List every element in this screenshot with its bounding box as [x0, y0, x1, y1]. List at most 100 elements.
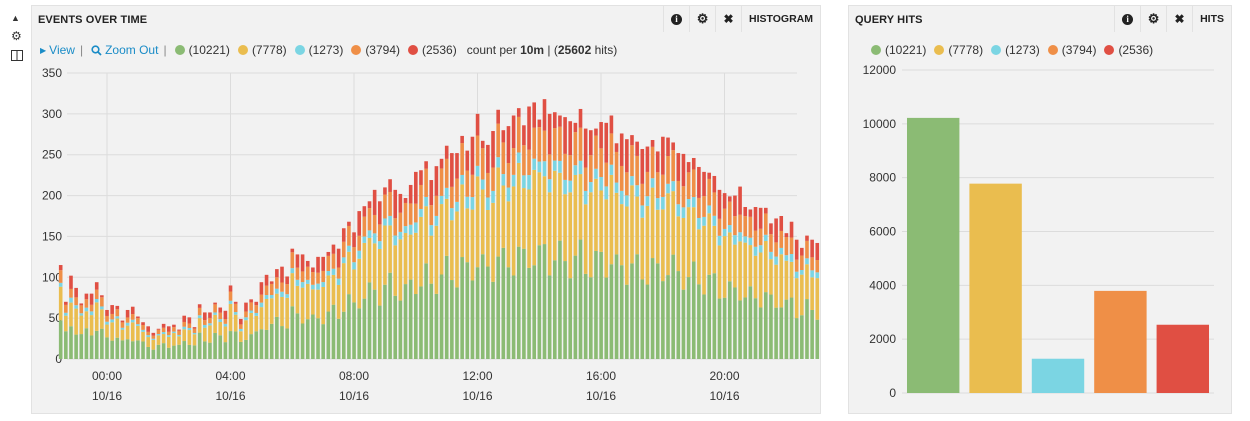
caret-up-icon[interactable]: ▲ [11, 13, 20, 23]
histogram-bar [115, 305, 120, 310]
histogram-bar [377, 241, 382, 249]
histogram-bar [352, 269, 356, 303]
legend-item[interactable]: (3794) [351, 43, 400, 57]
histogram-bar [136, 340, 140, 359]
histogram-bar [249, 334, 253, 359]
close-button[interactable]: ✖ [715, 6, 741, 32]
histogram-bar [172, 345, 176, 359]
histogram-bar [542, 99, 547, 131]
histogram-bar [619, 133, 624, 166]
histogram-bar [794, 271, 799, 279]
histogram-bar [769, 234, 773, 252]
info-icon: i [671, 13, 683, 25]
histogram-bar [192, 334, 197, 346]
histogram-bar [398, 231, 403, 240]
legend-item[interactable]: (1273) [991, 43, 1040, 57]
histogram-bar [815, 272, 820, 279]
histogram-bar [316, 318, 320, 359]
legend-item[interactable]: (7778) [237, 43, 287, 57]
histogram-bar [202, 320, 207, 325]
histogram-bar [316, 283, 320, 290]
histogram-bar [290, 273, 295, 307]
histogram-bar [331, 253, 336, 269]
histogram-bar [645, 205, 650, 285]
histogram-bar [136, 325, 140, 341]
histogram-bar [352, 232, 356, 248]
histogram-bar [208, 342, 212, 359]
histogram-bar [192, 332, 197, 335]
histogram-bar [511, 186, 516, 276]
info-button[interactable]: i [1114, 6, 1140, 32]
histogram-bar [707, 178, 711, 206]
histogram-bar [321, 324, 325, 359]
histogram-bar [398, 300, 403, 359]
legend-item[interactable]: (10221) [871, 43, 926, 57]
x-tick-date: 10/16 [339, 389, 369, 403]
histogram-bar [444, 158, 449, 188]
histogram-bar [805, 240, 809, 259]
histogram-bar [558, 172, 562, 241]
histogram-bar [305, 319, 310, 359]
histogram-bar [280, 296, 284, 327]
histogram-bar [444, 255, 449, 359]
histogram-bar [522, 125, 526, 146]
histogram-bar [377, 201, 382, 225]
histogram-bar [182, 321, 187, 327]
view-link[interactable]: ▶ View [40, 43, 75, 57]
histogram-bar [249, 310, 253, 313]
count-prefix: count per [466, 43, 521, 57]
zoom-out-label: Zoom Out [105, 43, 159, 57]
histogram-bar [594, 168, 598, 179]
histogram-bar [341, 311, 346, 359]
histogram-bar [223, 310, 228, 320]
histogram-bar [146, 337, 150, 347]
legend-item[interactable]: (7778) [934, 43, 983, 57]
separator: | [163, 43, 167, 57]
settings-button[interactable]: ⚙ [689, 6, 715, 32]
histogram-bar [583, 128, 588, 168]
hits-chart[interactable]: 0 2000 4000 6000 8000 10000 12000 [849, 6, 1231, 413]
histogram-bar [331, 274, 336, 305]
columns-icon[interactable] [11, 50, 23, 63]
histogram-bar [676, 204, 681, 217]
settings-button[interactable]: ⚙ [1140, 6, 1166, 32]
histogram-bar [336, 248, 341, 268]
info-button[interactable]: i [663, 6, 689, 32]
close-button[interactable]: ✖ [1166, 6, 1192, 32]
legend-item[interactable]: (2536) [408, 43, 457, 57]
legend-item[interactable]: (10221) [174, 43, 230, 57]
legend-item[interactable]: (1273) [294, 43, 343, 57]
histogram-bar [110, 319, 114, 323]
legend-dot-icon [871, 45, 881, 55]
zoom-out-link[interactable]: Zoom Out [91, 43, 158, 57]
legend-item[interactable]: (3794) [1047, 43, 1096, 57]
histogram-bar [125, 325, 130, 340]
histogram-bar [187, 327, 192, 331]
histogram-bar [450, 280, 454, 359]
histogram-bar [573, 165, 578, 175]
histogram-bar [552, 128, 557, 161]
histogram-bar [640, 205, 645, 218]
histogram-bar [702, 294, 706, 359]
histogram-bar [372, 289, 377, 359]
gear-icon[interactable]: ⚙ [11, 29, 22, 43]
histogram-bar [594, 178, 598, 251]
histogram-bar [202, 327, 207, 342]
histogram-bar [100, 295, 104, 298]
histogram-bar [743, 207, 748, 217]
histogram-bar [79, 305, 84, 314]
histogram-bar [94, 282, 99, 290]
histogram-bar [182, 315, 187, 322]
histogram-bar [403, 226, 408, 234]
histogram-bar [764, 213, 768, 235]
legend-item[interactable]: (2536) [1104, 43, 1153, 57]
histogram-bar [213, 314, 217, 333]
histogram-chart[interactable]: 05010015020025030035000:0010/1604:0010/1… [32, 6, 820, 413]
legend-dot-icon [1047, 45, 1058, 55]
histogram-bar [583, 204, 588, 274]
histogram-bar [94, 302, 99, 331]
histogram-bar [414, 294, 418, 359]
histogram-bar [784, 260, 789, 300]
histogram-bar [758, 207, 763, 229]
histogram-bar [321, 256, 325, 271]
